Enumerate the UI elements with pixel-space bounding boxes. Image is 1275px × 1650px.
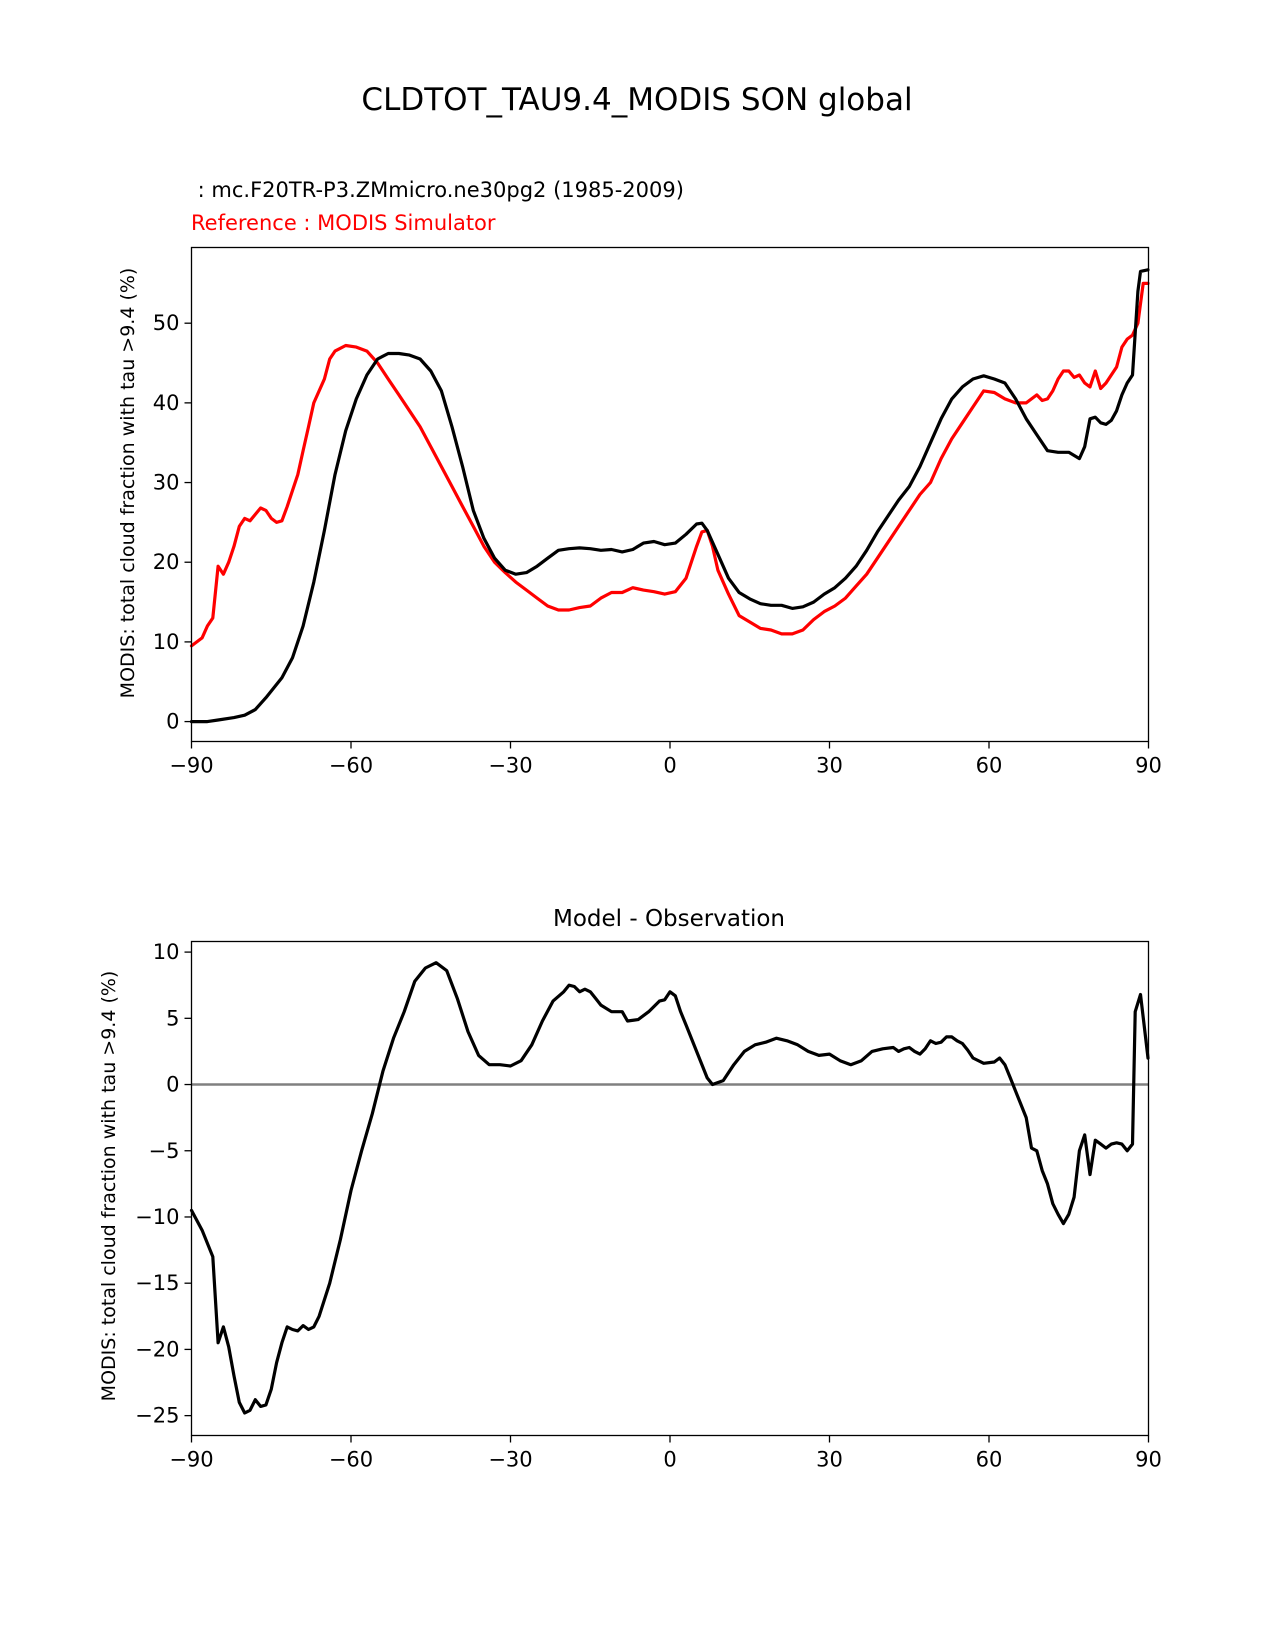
x-tick-label: 90: [1135, 754, 1162, 778]
x-tick-label: 0: [663, 1448, 676, 1472]
x-tick-label: 0: [663, 754, 676, 778]
y-tick-label: 10: [153, 630, 180, 654]
subtitle-reference: Reference : MODIS Simulator: [191, 211, 496, 235]
bottom-ticks: −90 −60 −30 0 30 60 90 −25 −20 −15 −10 −5 0 5 10: [135, 940, 1162, 1471]
y-tick-label: −5: [149, 1139, 180, 1163]
x-tick-label: 30: [816, 754, 843, 778]
y-tick-label: −25: [135, 1404, 179, 1428]
bottom-plot-frame: [190, 940, 1150, 1437]
x-tick-label: −60: [329, 754, 373, 778]
x-tick-label: −30: [488, 754, 532, 778]
y-tick-label: 5: [166, 1006, 179, 1030]
x-tick-label: 60: [976, 1448, 1003, 1472]
x-tick-label: 30: [816, 1448, 843, 1472]
test-series-line: [189, 961, 1150, 1415]
top-plot-frame: [190, 246, 1150, 743]
bottom-ylabel: MODIS: total cloud fraction with tau >9.…: [98, 971, 120, 1402]
y-tick-label: 40: [153, 391, 180, 415]
y-tick-label: 0: [166, 1073, 179, 1097]
x-tick-label: 90: [1135, 1448, 1162, 1472]
x-tick-label: −60: [329, 1448, 373, 1472]
bottom-panel: Model - Observation MODIS: total cloud f…: [98, 906, 1162, 1472]
y-tick-label: −20: [135, 1337, 179, 1361]
y-tick-label: 10: [153, 940, 180, 964]
x-tick-label: −90: [169, 1448, 213, 1472]
y-tick-label: 30: [153, 471, 180, 495]
top-ticks: −90 −60 −30 0 30 60 90 0 10 20 30 40 50: [153, 311, 1162, 777]
y-tick-label: −15: [135, 1271, 179, 1295]
bottom-title: Model - Observation: [553, 906, 785, 932]
y-tick-label: −10: [135, 1205, 179, 1229]
reference-series-line: [189, 281, 1150, 648]
y-tick-label: 50: [153, 311, 180, 335]
bottom-series: [189, 961, 1150, 1415]
x-tick-label: −90: [169, 754, 213, 778]
top-series: [189, 268, 1150, 724]
x-tick-label: −30: [488, 1448, 532, 1472]
x-tick-label: 60: [976, 754, 1003, 778]
test-series-line: [189, 268, 1150, 724]
top-panel: : mc.F20TR-P3.ZMmicro.ne30pg2 (1985-2009…: [117, 178, 1162, 778]
y-tick-label: 20: [153, 550, 180, 574]
y-tick-label: 0: [166, 710, 179, 734]
top-ylabel: MODIS: total cloud fraction with tau >9.…: [117, 268, 139, 699]
figure-title: CLDTOT_TAU9.4_MODIS SON global: [361, 82, 912, 118]
subtitle-test: : mc.F20TR-P3.ZMmicro.ne30pg2 (1985-2009…: [191, 178, 684, 202]
